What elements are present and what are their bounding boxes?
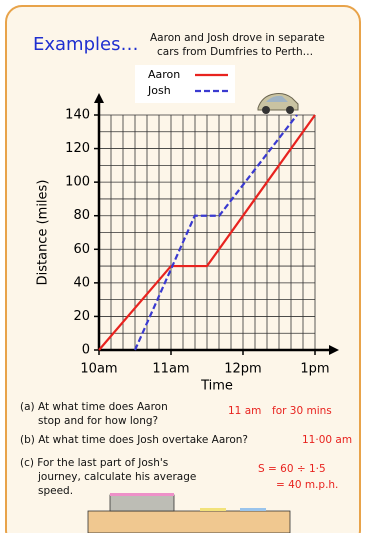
decoration bbox=[87, 493, 291, 534]
car-icon bbox=[257, 93, 299, 114]
question-line: stop and for how long? bbox=[38, 415, 158, 427]
y-tick-label: 80 bbox=[73, 208, 90, 223]
x-tick-label: 1pm bbox=[300, 362, 329, 377]
question-line: (b) At what time does Josh overtake Aaro… bbox=[20, 434, 248, 446]
legend-box bbox=[135, 65, 235, 103]
legend-label: Aaron bbox=[148, 68, 180, 81]
question-line: (c) For the last part of Josh's bbox=[20, 457, 168, 469]
y-tick-label: 40 bbox=[73, 275, 90, 290]
answer: for 30 mins bbox=[272, 405, 332, 417]
x-axis-label: Time bbox=[200, 379, 233, 394]
question-line: speed. bbox=[38, 485, 73, 497]
y-tick-label: 120 bbox=[65, 141, 90, 156]
plot: 10am 11am 12pm 1pm 0 20 40 60 80 100 120 140 Time Dis… bbox=[36, 93, 339, 394]
x-axis-arrow bbox=[329, 345, 339, 355]
answer: S = 60 ÷ 1·5 bbox=[258, 463, 326, 475]
questions: (a) At what time does Aaron stop and for… bbox=[20, 401, 352, 497]
y-tick-label: 20 bbox=[73, 309, 90, 324]
y-tick-label: 60 bbox=[73, 242, 90, 257]
x-tick-label: 11am bbox=[152, 362, 189, 377]
intro-line: Aaron and Josh drove in separate bbox=[150, 32, 325, 44]
series-line bbox=[98, 114, 316, 351]
intro-line: cars from Dumfries to Perth… bbox=[157, 46, 313, 58]
answer: 11·00 am bbox=[302, 434, 352, 446]
y-axis-label: Distance (miles) bbox=[36, 180, 51, 286]
answer: 11 am bbox=[228, 405, 261, 417]
x-tick-label: 10am bbox=[80, 362, 117, 377]
question-line: (a) At what time does Aaron bbox=[20, 401, 168, 413]
y-axis-arrow bbox=[94, 93, 104, 103]
series-line bbox=[133, 114, 298, 351]
y-tick-label: 140 bbox=[65, 108, 90, 123]
answer: = 40 m.p.h. bbox=[276, 479, 338, 491]
question-line: journey, calculate his average bbox=[37, 471, 196, 483]
x-tick-label: 12pm bbox=[224, 362, 261, 377]
y-tick-label: 100 bbox=[65, 175, 90, 190]
title: Examples… bbox=[33, 34, 138, 55]
y-tick-label: 0 bbox=[82, 343, 90, 358]
legend-label: Josh bbox=[147, 84, 171, 97]
